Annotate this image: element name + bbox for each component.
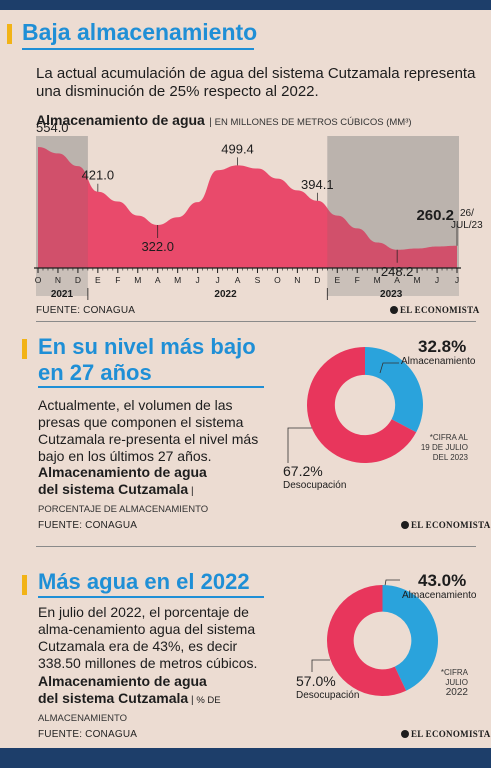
donut-chart [327,585,438,696]
chart-heading: Almacenamiento de agua del sistema Cutza… [38,673,221,724]
year-label: 2022 [214,289,237,300]
storage-percent: 43.0% [418,571,467,590]
year-label: 2023 [380,289,403,300]
data-label: 499.4 [221,141,254,156]
x-tick-label: J [455,275,459,285]
donut-slice-desocupación [307,347,417,463]
title-underline [22,48,254,50]
data-label: 554.0 [36,120,69,135]
section-title: Más agua en el 2022 [38,569,250,594]
data-label: 260.2 [416,207,454,224]
brand-logo: EL ECONOMISTA [390,305,480,315]
chart-unit: EN MILLONES DE METROS CÚBICOS (MM³) [214,117,412,128]
empty-label: Desocupación [283,480,347,491]
chart-title: Almacenamiento de agua [36,112,205,128]
donut-slice-desocupación [327,585,407,696]
end-note: 26/ [460,208,474,219]
x-tick-label: M [414,275,421,285]
section-subtitle: La actual acumulación de agua del sistem… [36,65,476,100]
footnote: *CIFRA AL 19 DE JULIO DEL 2023 [420,433,468,462]
data-label: 322.0 [141,239,174,254]
x-tick-label: F [115,275,120,285]
x-tick-label: F [355,275,360,285]
section-accent [7,24,12,44]
area-chart: O N D E F M A M J J A S O N D E F M A M J J 2021 2022 2023 554.0 4… [34,120,483,300]
divider [36,321,476,322]
brand-logo: EL ECONOMISTA [401,520,491,530]
overlay-2021 [36,136,88,268]
x-tick-label: N [55,275,61,285]
chart-heading: Almacenamiento de agua | EN MILLONES DE … [36,112,412,128]
x-tick-label: S [255,275,261,285]
empty-percent: 57.0% [296,673,336,689]
overlay-2023 [327,136,459,268]
section-title: En su nivel más bajo en 27 años [38,334,256,385]
x-tick-label: J [435,275,439,285]
area-series [38,147,457,268]
section-body: Actualmente, el volumen de las presas qu… [38,397,259,464]
storage-label: Almacenamiento [402,590,477,601]
donut-slice-almacenamiento [365,347,423,433]
divider [36,546,476,547]
x-tick-label: D [314,275,320,285]
storage-percent: 32.8% [418,337,467,356]
section-accent [22,575,27,595]
year-label: 2021 [51,289,74,300]
footnote: *CIFRA JULIO 2022 [440,668,468,698]
x-tick-label: A [394,275,400,285]
chart-heading: Almacenamiento de agua del sistema Cutza… [38,464,209,515]
x-tick-label: M [374,275,381,285]
x-tick-label: D [75,275,81,285]
data-label: 248.2 [381,264,414,279]
x-tick-label: A [155,275,161,285]
empty-percent: 67.2% [283,463,323,479]
x-tick-label: O [35,275,42,285]
end-note: JUL/23 [451,220,483,231]
x-tick-label: J [195,275,199,285]
data-label: 421.0 [82,168,115,183]
title-underline [38,596,264,598]
x-tick-label: J [215,275,219,285]
source: FUENTE: CONAGUA [38,729,138,740]
source: FUENTE: CONAGUA [38,520,138,531]
bottom-bar [0,748,491,768]
empty-label: Desocupación [296,690,360,701]
x-tick-label: E [334,275,340,285]
x-tick-label: N [294,275,300,285]
source: FUENTE: CONAGUA [36,305,136,316]
top-bar [0,0,491,10]
title-underline [38,386,264,388]
x-tick-label: A [235,275,241,285]
storage-label: Almacenamiento [401,356,476,367]
x-tick-label: E [95,275,101,285]
data-label: 394.1 [301,177,334,192]
section-title: Baja almacenamiento [22,19,258,45]
brand-logo: EL ECONOMISTA [401,729,491,739]
section-body: En julio del 2022, el porcentaje de alma… [38,604,258,671]
x-tick-label: M [134,275,141,285]
donut-slice-almacenamiento [382,585,438,691]
donut-chart [307,347,423,463]
section-accent [22,339,27,359]
x-tick-label: M [174,275,181,285]
x-tick-label: O [274,275,281,285]
